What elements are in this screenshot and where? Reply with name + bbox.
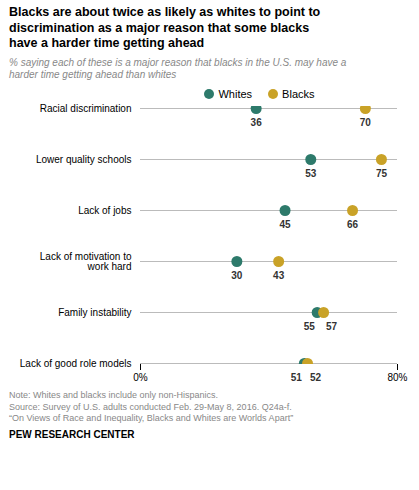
- html-text:% saying each of these is a ma: % saying each of these is a major reason…: [9, 56, 347, 81]
- html-text:Whites: Whites: [218, 87, 253, 100]
- svg-text:0%: 0%: [133, 371, 148, 382]
- svg-text:Family instability: Family instability: [58, 307, 131, 318]
- svg-text:70: 70: [360, 117, 372, 128]
- svg-text:52: 52: [310, 372, 322, 383]
- svg-text:36: 36: [251, 117, 263, 128]
- svg-text:57: 57: [326, 321, 338, 332]
- svg-text:51: 51: [291, 372, 303, 383]
- svg-text:30: 30: [231, 270, 243, 281]
- svg-text:53: 53: [305, 168, 317, 179]
- svg-text:Lack of jobs: Lack of jobs: [78, 205, 131, 216]
- html-text:Blacks: Blacks: [282, 87, 315, 100]
- svg-text:Racial discrimination: Racial discrimination: [40, 103, 132, 114]
- svg-text:45: 45: [280, 219, 292, 230]
- svg-text:66: 66: [347, 219, 359, 230]
- svg-text:Lack of good role models: Lack of good role models: [20, 358, 132, 369]
- svg-text:Lack of motivation towork hard: Lack of motivation towork hard: [40, 251, 132, 272]
- html-text:PEW RESEARCH CENTER: PEW RESEARCH CENTER: [9, 428, 135, 440]
- svg-text:55: 55: [304, 321, 316, 332]
- html-text:Note: Whites and blacks includ: Note: Whites and blacks include only non…: [9, 389, 294, 424]
- svg-text:Lower quality schools: Lower quality schools: [36, 154, 132, 165]
- svg-text:80%: 80%: [387, 371, 407, 382]
- svg-text:75: 75: [376, 168, 388, 179]
- html-text:Blacks are about twice as like: Blacks are about twice as likely as whit…: [9, 5, 321, 51]
- svg-text:43: 43: [273, 270, 285, 281]
